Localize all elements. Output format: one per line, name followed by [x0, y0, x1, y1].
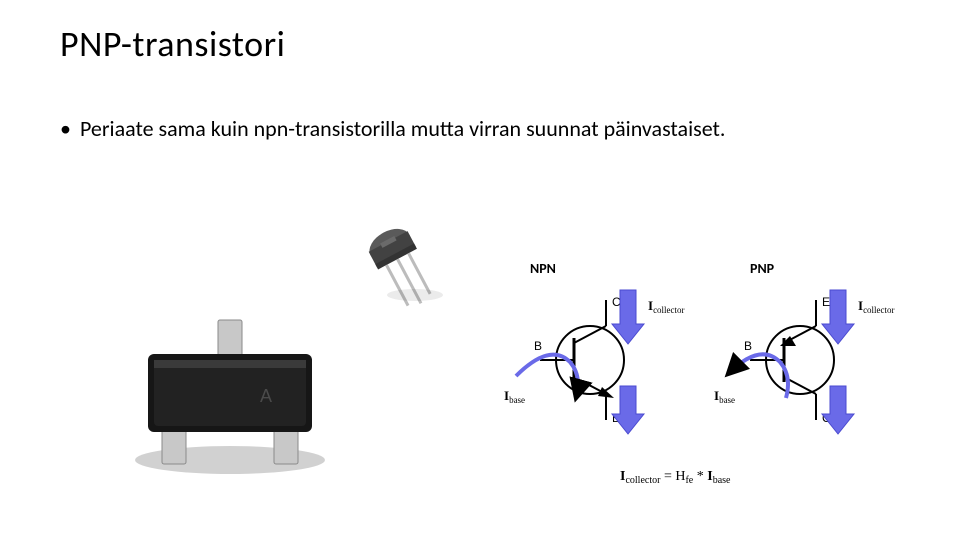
i-collector-label-pnp: Icollector	[858, 298, 895, 315]
bullet-list: • Periaate sama kuin npn-transistorilla …	[60, 115, 880, 144]
term-b-pnp: B	[744, 339, 752, 353]
i-base-label-pnp: Ibase	[714, 388, 735, 405]
svg-text:A: A	[260, 386, 272, 406]
bullet-dot: •	[60, 115, 80, 144]
bullet-text: Periaate sama kuin npn-transistorilla mu…	[80, 115, 725, 144]
pnp-label: PNP	[750, 260, 774, 277]
page-title: PNP-transistori	[60, 22, 285, 66]
figure-area: NPN PNP	[60, 200, 900, 520]
i-collector-label: Icollector	[648, 298, 685, 315]
npn-emitter-arrow	[612, 386, 644, 434]
term-e-pnp: E	[822, 295, 830, 309]
i-base-label: Ibase	[504, 388, 525, 405]
term-b: B	[534, 339, 542, 353]
npn-label: NPN	[530, 260, 556, 277]
sot23-photo: A	[100, 290, 360, 495]
npn-base-arrow	[516, 355, 578, 398]
formula: Icollector = Hfe * Ibase	[620, 469, 731, 486]
schematic-diagram: C B E Icollector Ibas	[480, 280, 900, 500]
pnp-collector-arrow	[822, 386, 854, 434]
